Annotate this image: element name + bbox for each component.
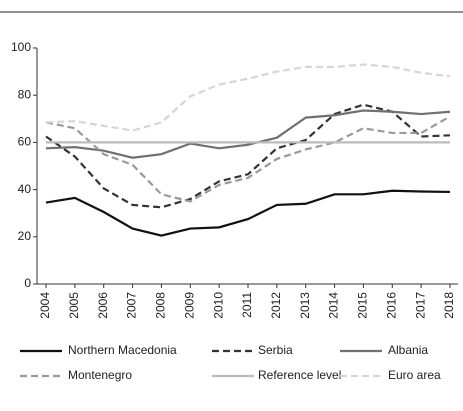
y-tick-label: 60 [18, 135, 32, 149]
x-tick-label: 2004 [38, 292, 52, 319]
y-tick-label: 0 [24, 276, 31, 290]
series-line [45, 103, 451, 209]
x-tick-label: 2005 [67, 292, 81, 319]
series-line [45, 109, 451, 159]
y-tick-label: 80 [18, 87, 32, 101]
series-line [45, 63, 451, 132]
x-tick-label: 2010 [211, 292, 225, 319]
y-tick-label: 20 [18, 229, 32, 243]
x-tick-label: 2012 [269, 292, 283, 319]
x-tick-label: 2017 [413, 292, 427, 319]
legend-label: Euro area [388, 368, 441, 382]
legend-label: Reference level [258, 368, 341, 382]
x-tick-label: 2013 [298, 292, 312, 319]
x-tick-label: 2006 [96, 292, 110, 319]
series-line [45, 115, 451, 203]
x-tick-label: 2016 [384, 292, 398, 319]
x-tick-label: 2011 [240, 292, 254, 318]
x-tick-label: 2015 [356, 292, 370, 319]
x-tick-label: 2009 [182, 292, 196, 319]
x-tick-label: 2008 [154, 292, 168, 319]
x-tick-label: 2018 [442, 292, 456, 319]
x-tick-label: 2007 [125, 292, 139, 319]
y-tick-label: 100 [11, 40, 31, 54]
series-line [45, 189, 451, 237]
y-tick-label: 40 [18, 182, 32, 196]
legend-label: Serbia [258, 343, 293, 357]
legend-label: Montenegro [68, 368, 132, 382]
x-tick-label: 2014 [327, 292, 341, 319]
legend-label: Albania [388, 343, 428, 357]
legend-label: Northern Macedonia [68, 343, 177, 357]
